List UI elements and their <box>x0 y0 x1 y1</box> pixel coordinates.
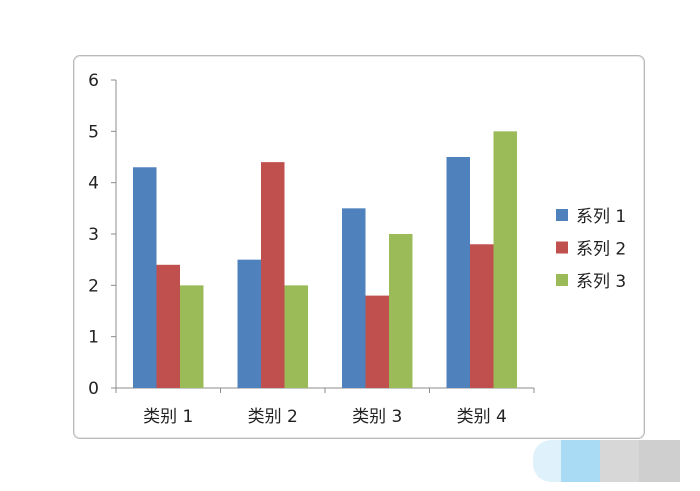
y-tick-label: 1 <box>88 328 99 348</box>
bar-series2-cat3[interactable] <box>365 295 390 388</box>
decorative-block-gray <box>600 440 639 482</box>
y-tick-label: 4 <box>88 174 99 194</box>
legend-swatch-series1 <box>556 209 568 221</box>
x-tick-label: 类别 4 <box>457 407 507 427</box>
legend-label-series1: 系列 1 <box>576 207 626 227</box>
bars <box>133 131 518 389</box>
bar-series1-cat1[interactable] <box>133 167 157 388</box>
legend-label-series3: 系列 3 <box>576 272 626 292</box>
bar-series1-cat4[interactable] <box>446 157 471 388</box>
x-tick-label: 类别 2 <box>248 407 298 427</box>
bar-series2-cat1[interactable] <box>156 264 181 388</box>
bar-series2-cat2[interactable] <box>261 162 285 388</box>
bar-series2-cat4[interactable] <box>470 244 494 388</box>
bar-series3-cat3[interactable] <box>389 234 413 388</box>
decorative-block-blue <box>561 440 600 482</box>
x-tick-label: 类别 1 <box>143 407 193 427</box>
legend-swatch-series2 <box>556 241 568 254</box>
bar-series3-cat2[interactable] <box>284 285 309 388</box>
x-tick-label: 类别 3 <box>352 407 402 427</box>
legend-label-series2: 系列 2 <box>576 240 626 260</box>
bar-series3-cat1[interactable] <box>180 285 204 388</box>
bar-series1-cat3[interactable] <box>342 208 366 388</box>
y-tick-label: 6 <box>88 71 99 91</box>
y-tick-label: 2 <box>88 276 99 296</box>
legend: 系列 1 系列 2 系列 3 <box>556 207 626 292</box>
bar-series1-cat2[interactable] <box>237 259 262 388</box>
y-tick-label: 5 <box>88 122 99 142</box>
bar-series3-cat4[interactable] <box>493 131 518 389</box>
decorative-block-gray-2 <box>639 440 680 482</box>
legend-swatch-series3 <box>556 274 568 286</box>
y-tick-label: 3 <box>88 225 99 245</box>
y-tick-label: 0 <box>88 379 99 399</box>
decorative-block-light <box>533 440 561 482</box>
